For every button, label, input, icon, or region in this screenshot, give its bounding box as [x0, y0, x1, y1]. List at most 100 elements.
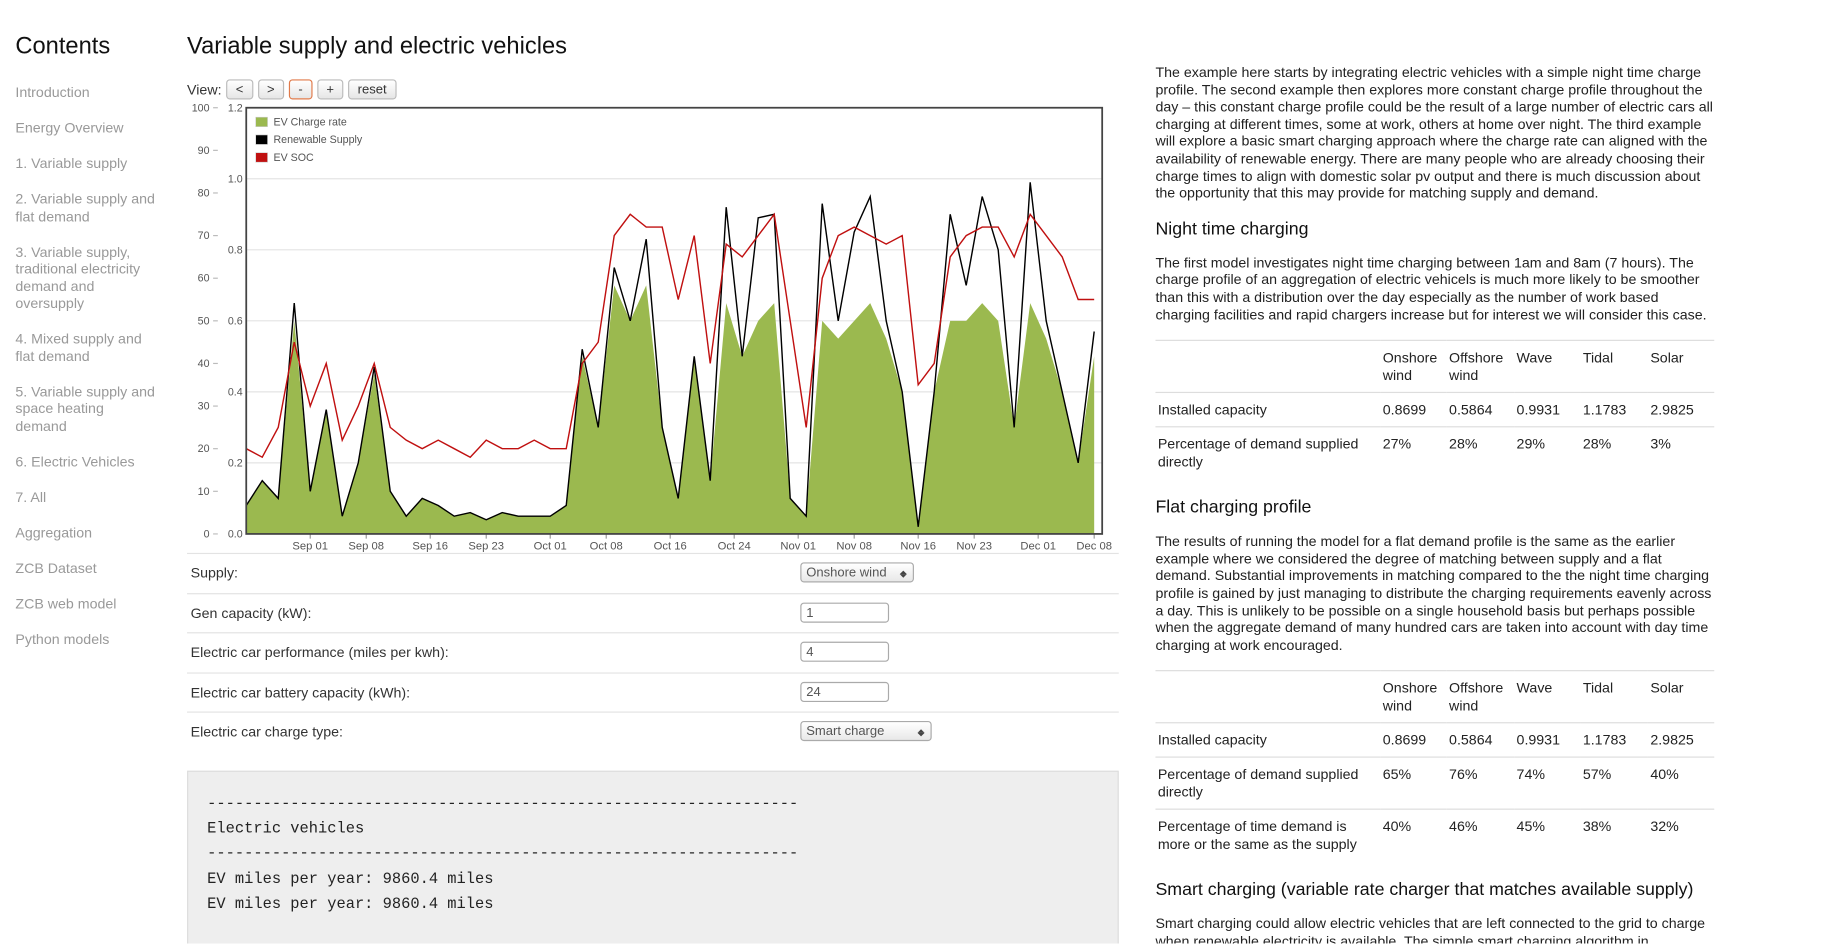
- table-row: Installed capacity 0.8699 0.5864 0.9931 1.17…: [1155, 392, 1715, 427]
- section-text: Smart charging could allow electric vehi…: [1155, 915, 1706, 944]
- nav-link[interactable]: 3. Variable supply, traditional electric…: [15, 243, 141, 312]
- view-controls: View: < > - + reset: [187, 79, 397, 100]
- header-cell: Onshore wind: [1380, 339, 1447, 393]
- nav-link[interactable]: Python models: [15, 630, 110, 647]
- form-row: Supply: Onshore wind: [187, 552, 1119, 593]
- view-button[interactable]: +: [316, 79, 344, 100]
- nav-link[interactable]: 6. Electric Vehicles: [15, 452, 135, 470]
- field-label: Supply:: [190, 564, 238, 582]
- table-cell: 0.5864: [1446, 722, 1515, 758]
- view-button[interactable]: <: [226, 79, 253, 100]
- y2-tick-label: 1.2: [228, 102, 243, 114]
- nav-link[interactable]: 4. Mixed supply and flat demand: [15, 330, 142, 365]
- y2-tick-label: 0.2: [228, 457, 243, 469]
- table-cell: 38%: [1580, 808, 1648, 862]
- header-cell: Wave: [1514, 670, 1581, 724]
- table-header: Onshore wind Offshore wind Wave Tidal Solar: [1155, 339, 1715, 393]
- x-tick-label: Sep 23: [468, 540, 504, 552]
- y-tick-label: 30: [198, 401, 210, 413]
- section-text: The results of running the model for a f…: [1155, 532, 1712, 654]
- table-cell: 40%: [1380, 808, 1447, 862]
- nav-link[interactable]: 1. Variable supply: [15, 155, 128, 172]
- sidebar-title: Contents: [15, 33, 111, 60]
- y2-tick-label: 0.4: [228, 386, 243, 398]
- table-cell: 28%: [1580, 426, 1648, 479]
- x-tick-label: Nov 01: [780, 540, 816, 552]
- table-cell: 0.8699: [1380, 392, 1447, 427]
- y2-tick-label: 1.0: [228, 173, 243, 185]
- section-heading: Flat charging profile: [1155, 497, 1312, 518]
- x-tick-label: Oct 16: [654, 540, 687, 552]
- table-cell: 40%: [1647, 756, 1715, 810]
- output-line: ----------------------------------------…: [207, 794, 799, 813]
- text-input[interactable]: 4: [800, 641, 890, 662]
- header-cell: [1155, 339, 1381, 393]
- nav-link[interactable]: ZCB web model: [15, 594, 117, 612]
- table-cell: 0.9931: [1514, 392, 1581, 427]
- x-tick-label: Nov 23: [956, 540, 992, 552]
- section-text: The first model investigates night time …: [1155, 254, 1707, 323]
- section-heading: Night time charging: [1155, 218, 1309, 239]
- y-tick-label: 60: [198, 273, 210, 285]
- view-label: View:: [187, 81, 222, 98]
- chart: 0.0 0.2 0.4 0.6 0.8 1.0 1.2 0 10 20 30 40 50 60 70 80 90…: [192, 102, 1112, 552]
- legend-label: Renewable Supply: [273, 134, 362, 146]
- header-cell: Tidal: [1580, 339, 1648, 393]
- y-tick-label: 100: [192, 102, 210, 114]
- output-line: Electric vehicles: [207, 819, 365, 837]
- nav-link[interactable]: 5. Variable supply and space heating dem…: [15, 382, 155, 434]
- table-cell: 45%: [1514, 808, 1581, 862]
- view-button[interactable]: >: [257, 79, 285, 100]
- text-input[interactable]: 24: [800, 681, 890, 702]
- table-cell: 0.9931: [1514, 722, 1581, 758]
- form-row: Gen capacity (kW): 1: [187, 592, 1119, 633]
- output-line: EV miles per year: 9860.4 miles: [207, 895, 494, 913]
- header-cell: Onshore wind: [1380, 670, 1447, 724]
- y-tick-label: 0: [204, 528, 210, 540]
- legend-swatch: [255, 152, 268, 163]
- view-button[interactable]: reset: [348, 79, 397, 100]
- page-title: Variable supply and electric vehicles: [187, 33, 567, 60]
- area: [246, 285, 1095, 534]
- article: The example here starts by integrating e…: [1155, 64, 1715, 944]
- select-box[interactable]: Smart charge: [800, 720, 932, 742]
- x-tick-label: Oct 24: [718, 540, 751, 552]
- row-label: Percentage of demand supplied directly: [1155, 756, 1381, 810]
- field-label: Electric car battery capacity (kWh):: [190, 683, 411, 701]
- table-cell: 2.9825: [1647, 722, 1715, 758]
- legend-swatch: [255, 134, 268, 145]
- table-cell: 1.1783: [1580, 392, 1648, 427]
- table-cell: 3%: [1647, 426, 1715, 479]
- legend-label: EV SOC: [273, 152, 314, 164]
- header-cell: Tidal: [1580, 670, 1648, 724]
- nav-link[interactable]: Introduction: [15, 84, 90, 101]
- data-table: Onshore wind Offshore wind Wave Tidal Solar I…: [1155, 670, 1715, 862]
- table-cell: 28%: [1446, 426, 1515, 479]
- y-tick-label: 50: [198, 315, 210, 327]
- field-label: Electric car performance (miles per kwh)…: [190, 644, 449, 661]
- table-cell: 65%: [1380, 756, 1447, 810]
- view-button[interactable]: -: [288, 79, 313, 100]
- row-label: Percentage of demand supplied directly: [1155, 426, 1381, 479]
- line: [245, 212, 1095, 459]
- nav-link[interactable]: 2. Variable supply and flat demand: [15, 190, 155, 225]
- table-cell: 27%: [1380, 426, 1447, 479]
- table-cell: 29%: [1514, 426, 1581, 479]
- legend-swatch: [255, 116, 268, 127]
- nav-link[interactable]: Energy Overview: [15, 119, 124, 137]
- table-cell: 57%: [1580, 756, 1648, 810]
- header-cell: [1155, 670, 1381, 724]
- table-cell: 2.9825: [1647, 392, 1715, 427]
- select-box[interactable]: Onshore wind: [800, 562, 914, 583]
- nav-link[interactable]: ZCB Dataset: [15, 559, 97, 576]
- section-heading: Smart charging (variable rate charger th…: [1155, 879, 1694, 901]
- text-input[interactable]: 1: [800, 601, 890, 623]
- nav-link[interactable]: 7. All: [15, 488, 47, 505]
- y-tick-label: 10: [198, 486, 210, 498]
- x-tick-label: Dec 08: [1076, 540, 1112, 552]
- nav-link[interactable]: Aggregation: [15, 523, 93, 541]
- x-tick-label: Sep 08: [348, 540, 384, 552]
- table-cell: 76%: [1446, 756, 1515, 810]
